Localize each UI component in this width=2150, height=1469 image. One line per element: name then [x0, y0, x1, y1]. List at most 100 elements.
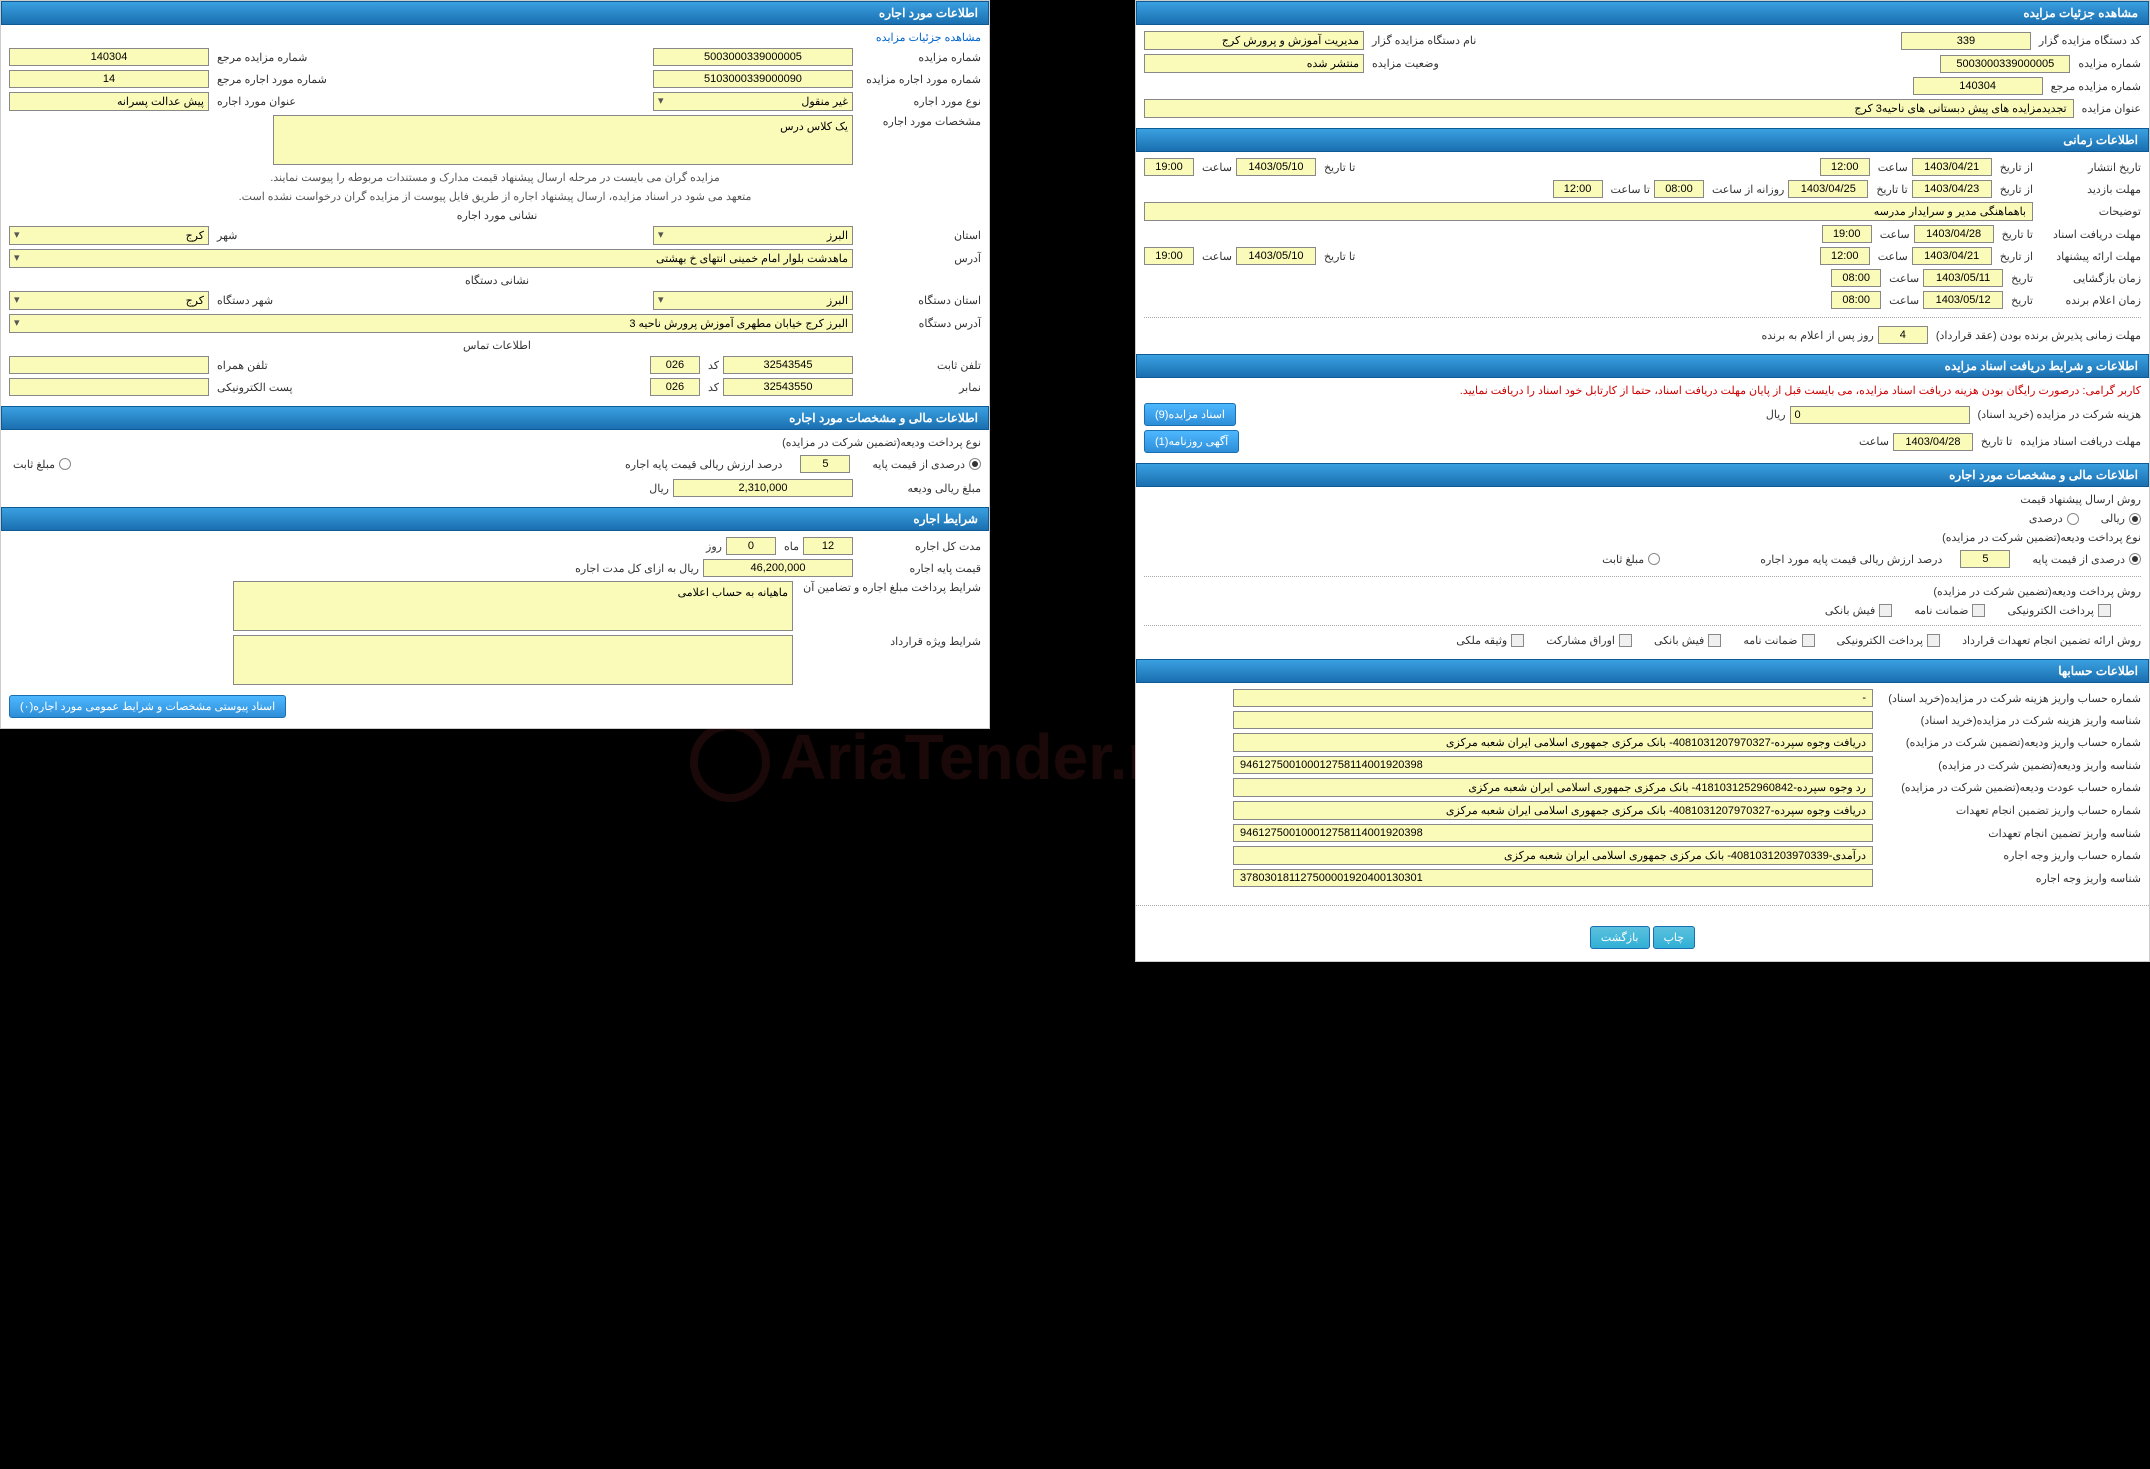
label-fax-code: کد [708, 381, 719, 394]
label-accept-suffix: روز پس از اعلام به برنده [1761, 329, 1873, 342]
chk-epay[interactable]: پرداخت الکترونیکی [2003, 604, 2111, 617]
label-email: پست الکترونیکی [217, 381, 293, 394]
field-auction-no-l: 5003000339000005 [653, 48, 853, 66]
chk-epay2[interactable]: پرداخت الکترونیکی [1833, 634, 1941, 647]
field-offer-to: 1403/05/10 [1236, 247, 1316, 265]
select-dev-city[interactable]: کرج [9, 291, 209, 310]
label-time2: ساعت [1202, 161, 1232, 174]
label-months-unit: ماه [784, 540, 799, 553]
label-deposit-amount: مبلغ ریالی ودیعه [861, 482, 981, 495]
label-daily-from: روزانه از ساعت [1712, 183, 1784, 196]
section-docs-header: اطلاعات و شرایط دریافت اسناد مزایده [1136, 354, 2149, 378]
label-offer: مهلت ارائه پیشنهاد [2041, 250, 2141, 263]
chk-bank2[interactable]: فیش بانکی [1650, 634, 1721, 647]
section-time-header: اطلاعات زمانی [1136, 128, 2149, 152]
field-rent-no: 5103000339000090 [653, 70, 853, 88]
label-org: نام دستگاه مزایده گزار [1372, 34, 1476, 47]
label-status: وضعیت مزایده [1372, 57, 1439, 70]
radio-percent[interactable]: درصدی [2025, 512, 2079, 525]
label-acc-rent: شماره حساب واریز وجه اجاره [1881, 849, 2141, 862]
radio-percent-base-l[interactable]: درصدی از قیمت پایه [868, 458, 981, 471]
field-percent: 5 [1960, 550, 2010, 568]
label-percent-suffix: درصد ارزش ریالی قیمت پایه مورد اجاره [1760, 553, 1942, 566]
btn-auction-docs[interactable]: اسناد مزایده(9) [1144, 403, 1236, 426]
label-method: روش ارسال پیشنهاد قیمت [2020, 493, 2141, 506]
field-open-time: 08:00 [1831, 269, 1881, 287]
chk-guarantee2[interactable]: ضمانت نامه [1739, 634, 1814, 647]
radio-percent-base[interactable]: درصدی از قیمت پایه [2028, 553, 2141, 566]
left-panel: اطلاعات مورد اجاره مشاهده جزئیات مزایده … [0, 0, 990, 729]
label-phone: تلفن ثابت [861, 359, 981, 372]
field-phone: 32543545 [723, 356, 853, 374]
label-acc-fee-id: شناسه واریز هزینه شرکت در مزایده(خرید اس… [1881, 714, 2141, 727]
label-time3: ساعت [1880, 228, 1910, 241]
field-visit-to: 1403/04/25 [1788, 180, 1868, 198]
label-open-date: تاریخ [2011, 272, 2033, 285]
label-title: عنوان مزایده [2082, 102, 2141, 115]
select-dev-province[interactable]: البرز [653, 291, 853, 310]
field-base-price: 46,200,000 [703, 559, 853, 577]
label-to5: تا تاریخ [1981, 435, 2012, 448]
section-time-body: تاریخ انتشار از تاریخ 1403/04/21 ساعت 12… [1136, 152, 2149, 354]
radio-fixed-l[interactable]: مبلغ ثابت [9, 458, 71, 471]
label-from: از تاریخ [2000, 161, 2033, 174]
field-dev-address[interactable]: البرز کرج خیابان مطهری آموزش پرورش ناحیه… [9, 314, 853, 333]
label-winner-date: تاریخ [2011, 294, 2033, 307]
field-doc-deadline2: 1403/04/28 [1893, 433, 1973, 451]
chk-guarantee[interactable]: ضمانت نامه [1910, 604, 1985, 617]
divider [1144, 317, 2141, 318]
label-province: استان [861, 229, 981, 242]
label-address-section: نشانی مورد اجاره [457, 209, 538, 222]
btn-print[interactable]: چاپ [1653, 926, 1696, 949]
field-rent-ref: 14 [9, 70, 209, 88]
field-code: 339 [1901, 32, 2031, 50]
btn-newspaper[interactable]: آگهی روزنامه(1) [1144, 430, 1239, 453]
field-deposit-amount: 2,310,000 [673, 479, 853, 497]
label-visit: مهلت بازدید [2041, 183, 2141, 196]
note2: متعهد می شود در اسناد مزایده، ارسال پیشن… [9, 190, 981, 203]
section-rent-terms-header: شرایط اجاره [1, 507, 989, 531]
field-percent-l: 5 [800, 455, 850, 473]
label-time8: ساعت [1859, 435, 1889, 448]
field-offer-from-time: 12:00 [1820, 247, 1870, 265]
field-address[interactable]: ماهدشت بلوار امام خمینی انتهای خ بهشتی [9, 249, 853, 268]
btn-back[interactable]: بازگشت [1590, 926, 1650, 949]
textarea-special[interactable] [233, 635, 793, 685]
field-acc-deposit-id: 946127500100012758114001920398 [1233, 756, 1873, 774]
label-open: زمان بازگشایی [2041, 272, 2141, 285]
radio-fixed[interactable]: مبلغ ثابت [1598, 553, 1660, 566]
field-status: منتشر شده [1144, 54, 1364, 73]
field-acc-rent: درآمدی-4081031203970339- بانک مرکزی جمهو… [1233, 846, 1873, 865]
field-accept: 4 [1878, 326, 1928, 344]
label-from2: از تاریخ [2000, 183, 2033, 196]
chk-bank[interactable]: فیش بانکی [1821, 604, 1892, 617]
label-auction-no: شماره مزایده [2078, 57, 2141, 70]
label-acc-fee: شماره حساب واریز هزینه شرکت در مزایده(خر… [1881, 692, 2141, 705]
label-rent-no: شماره مورد اجاره مزایده [861, 73, 981, 86]
select-city[interactable]: کرج [9, 226, 209, 245]
link-view-details[interactable]: مشاهده جزئیات مزایده [876, 31, 981, 44]
label-payment-terms: شرایط پرداخت مبلغ اجاره و تضامین آن [801, 581, 981, 594]
label-fee-unit: ریال [1766, 408, 1786, 421]
label-special: شرایط ویژه قرارداد [801, 635, 981, 648]
label-from3: از تاریخ [2000, 250, 2033, 263]
section-accounts-body: شماره حساب واریز هزینه شرکت در مزایده(خر… [1136, 683, 2149, 897]
chk-bonds[interactable]: اوراق مشارکت [1542, 634, 1632, 647]
label-contact: اطلاعات تماس [463, 339, 531, 352]
label-daily-to: تا ساعت [1611, 183, 1650, 196]
textarea-spec[interactable]: یک کلاس درس [273, 115, 853, 165]
label-ref: شماره مزایده مرجع [2051, 80, 2141, 93]
label-fax: نمابر [861, 381, 981, 394]
field-title: تجدیدمزایده های پیش دبستانی های ناحیه3 ک… [1144, 99, 2074, 118]
chk-property[interactable]: وثیقه ملکی [1452, 634, 1524, 647]
label-deposit-type: نوع پرداخت ودیعه(تضمین شرکت در مزایده) [1942, 531, 2141, 544]
textarea-payment-terms[interactable]: ماهیانه به حساب اعلامی [233, 581, 793, 631]
label-deposit-unit: ریال [649, 482, 669, 495]
select-type[interactable]: غیر منقول [653, 92, 853, 111]
field-acc-commit-id: 946127500100012758114001920398 [1233, 824, 1873, 842]
label-to2: تا تاریخ [1876, 183, 1907, 196]
btn-attachments[interactable]: اسناد پیوستی مشخصات و شرایط عمومی مورد ا… [9, 695, 286, 718]
select-province[interactable]: البرز [653, 226, 853, 245]
radio-rial[interactable]: ریالی [2097, 512, 2141, 525]
field-offer-from: 1403/04/21 [1912, 247, 1992, 265]
